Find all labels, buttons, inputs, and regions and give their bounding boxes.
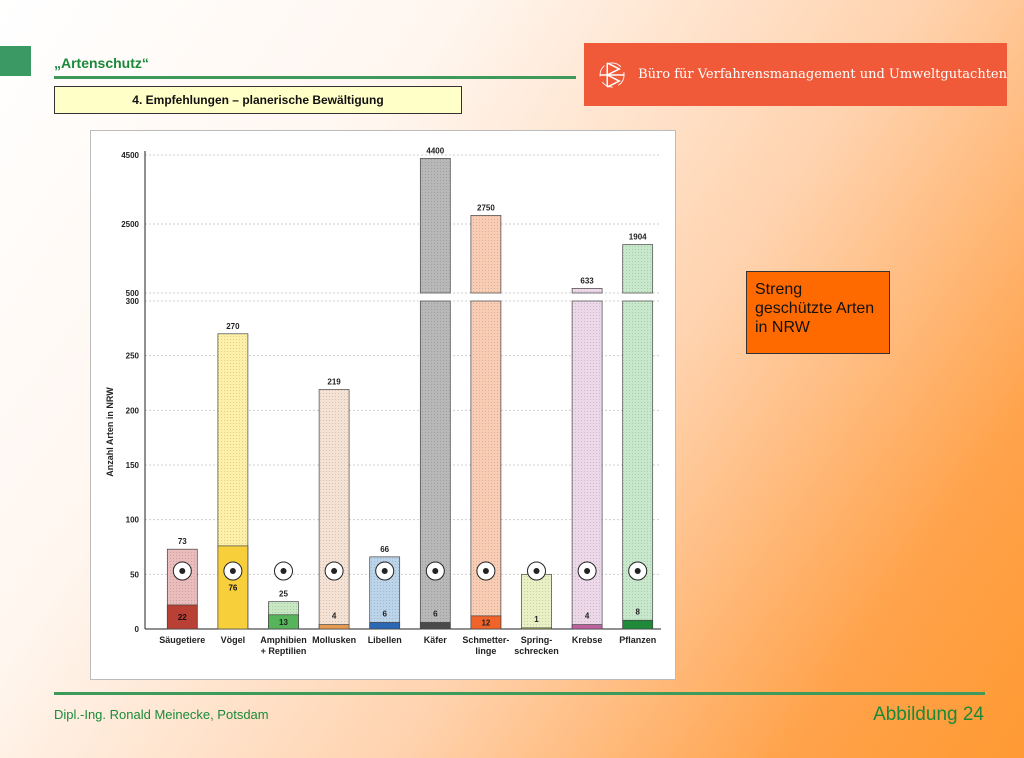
y-tick-label: 50 bbox=[130, 570, 139, 579]
bar-total-label: 633 bbox=[580, 276, 594, 285]
y-tick-label: 100 bbox=[126, 516, 140, 525]
x-tick-label: Libellen bbox=[368, 635, 402, 645]
x-tick-label: Pflanzen bbox=[619, 635, 656, 645]
logo-emblem-icon bbox=[599, 61, 625, 88]
section-subtitle-text: 4. Empfehlungen – planerische Bewältigun… bbox=[132, 93, 384, 107]
x-tick-label: + Reptilien bbox=[261, 646, 307, 656]
bar-protected-label: 22 bbox=[178, 613, 187, 622]
dragonfly-icon bbox=[375, 561, 395, 581]
bar-protected-label: 12 bbox=[481, 618, 490, 627]
x-tick-label: schrecken bbox=[514, 646, 559, 656]
bar-protected bbox=[521, 627, 552, 630]
bar-total-label: 219 bbox=[327, 378, 341, 387]
callout-box: Streng geschützte Arten in NRW bbox=[746, 271, 890, 354]
bar-total-texture bbox=[319, 389, 350, 629]
bar-total-label: 1904 bbox=[629, 233, 647, 242]
x-tick-label: Käfer bbox=[424, 635, 448, 645]
y-axis-label: Anzahl Arten in NRW bbox=[105, 387, 115, 477]
bar-protected bbox=[166, 604, 198, 630]
bar-protected-label: 1 bbox=[534, 615, 539, 624]
frog-icon bbox=[274, 561, 293, 581]
beetle-icon bbox=[425, 561, 445, 581]
bar-protected-label: 13 bbox=[279, 618, 288, 627]
footer-author: Dipl.-Ing. Ronald Meinecke, Potsdam bbox=[54, 707, 269, 722]
bar-protected bbox=[217, 545, 249, 630]
bar-total-label: 270 bbox=[226, 322, 240, 331]
spider-icon bbox=[577, 561, 597, 581]
bar-protected-label: 8 bbox=[635, 607, 640, 616]
chart-frame: 0 50 100 150 200 250 300 500 2500 4500 Anzahl Arte… bbox=[90, 130, 676, 680]
x-tick-label: Vögel bbox=[221, 635, 246, 645]
bar-protected bbox=[622, 619, 654, 630]
logo-text: Büro für Verfahrensmanagement und Umwelt… bbox=[638, 67, 1007, 82]
bar-protected bbox=[470, 615, 502, 630]
bar-protected bbox=[571, 624, 603, 630]
slide-title: „Artenschutz“ bbox=[54, 55, 149, 71]
title-rule bbox=[54, 76, 576, 79]
bar-protected-label: 6 bbox=[382, 609, 387, 618]
company-logo: Büro für Verfahrensmanagement und Umwelt… bbox=[584, 43, 1007, 106]
snail-icon bbox=[324, 561, 344, 581]
x-tick-label: Schmetter- bbox=[462, 635, 509, 645]
bar-total-texture bbox=[622, 244, 653, 293]
y-tick-label: 2500 bbox=[121, 220, 139, 229]
y-tick-label: 150 bbox=[126, 461, 140, 470]
bar-total-label: 66 bbox=[380, 545, 389, 554]
bar-protected bbox=[268, 614, 299, 630]
bar-protected bbox=[369, 622, 401, 630]
bar-protected bbox=[419, 622, 451, 630]
bird-icon bbox=[223, 561, 243, 581]
flower-icon bbox=[628, 561, 648, 581]
y-tick-label: 200 bbox=[126, 406, 140, 415]
figure-number: Abbildung 24 bbox=[873, 704, 984, 725]
bar-total-label: 4400 bbox=[426, 146, 444, 155]
x-tick-label: Mollusken bbox=[312, 635, 356, 645]
mammal-icon bbox=[172, 561, 192, 581]
x-tick-label: Amphibien bbox=[260, 635, 307, 645]
grasshopper-icon bbox=[527, 561, 546, 581]
bar-protected bbox=[318, 624, 350, 630]
x-tick-label: Säugetiere bbox=[159, 635, 205, 645]
bar-protected-label: 6 bbox=[433, 609, 438, 618]
bar-protected-label: 4 bbox=[332, 612, 337, 621]
section-subtitle: 4. Empfehlungen – planerische Bewältigun… bbox=[54, 86, 462, 114]
x-tick-label: Spring- bbox=[521, 635, 553, 645]
bar-total-texture bbox=[420, 158, 451, 293]
bar-total-label: 73 bbox=[178, 537, 187, 546]
butterfly-icon bbox=[476, 561, 496, 581]
bar-total-label: 2750 bbox=[477, 203, 495, 212]
bar-protected-label: 76 bbox=[228, 583, 237, 592]
footer-rule bbox=[54, 692, 985, 695]
y-tick-label: 0 bbox=[135, 625, 140, 634]
y-tick-label: 500 bbox=[126, 289, 140, 298]
y-tick-label: 250 bbox=[126, 352, 140, 361]
bar-total-texture bbox=[470, 215, 501, 293]
y-tick-label: 4500 bbox=[121, 151, 139, 160]
bar-total-texture bbox=[521, 574, 552, 629]
x-tick-label: linge bbox=[475, 646, 496, 656]
bar-total-label: 25 bbox=[279, 590, 288, 599]
title-accent-square bbox=[0, 46, 31, 76]
x-tick-label: Krebse bbox=[572, 635, 603, 645]
y-tick-label: 300 bbox=[126, 297, 140, 306]
bar-total-texture bbox=[572, 288, 603, 293]
bar-protected-label: 4 bbox=[585, 612, 590, 621]
